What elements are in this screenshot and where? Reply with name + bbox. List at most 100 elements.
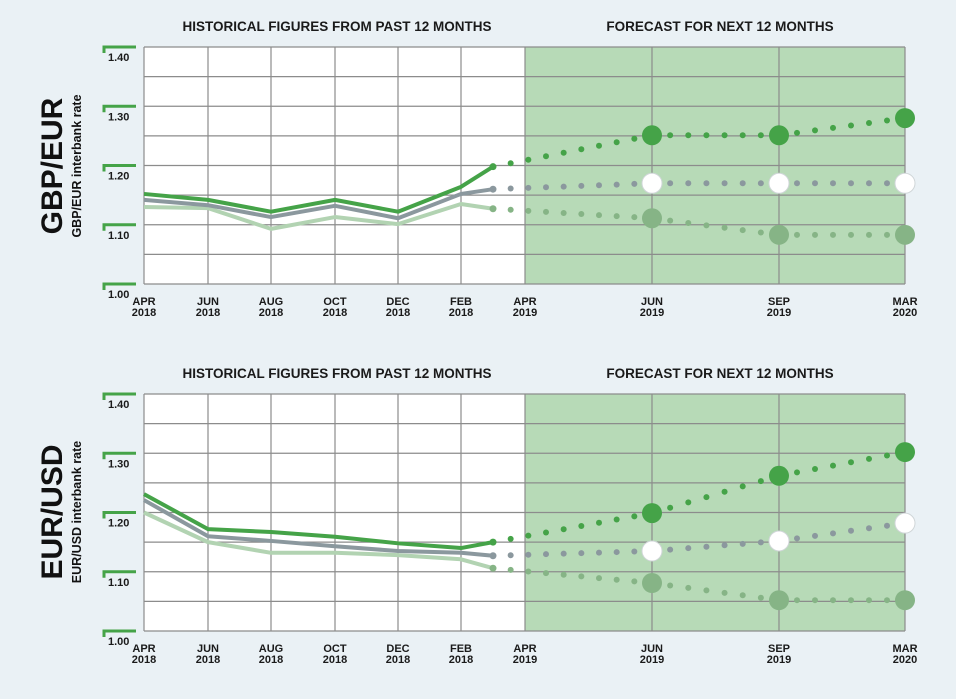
- forecast-dot-low: [703, 587, 710, 594]
- forecast-dot-mid: [721, 542, 728, 549]
- forecast-dot-low: [884, 231, 890, 238]
- forecast-dot-mid: [543, 551, 549, 558]
- y-tick-label: 1.30: [108, 458, 129, 470]
- x-tick-label-month: OCT: [323, 643, 347, 655]
- forecast-dot-low: [613, 576, 620, 583]
- forecast-dot-mid: [757, 539, 764, 546]
- y-tick-label: 1.40: [108, 52, 129, 64]
- forecast-dot-mid: [703, 543, 710, 550]
- forecast-dot-high: [613, 139, 620, 146]
- forecast-dot-low: [848, 597, 854, 604]
- historical-line-high: [143, 164, 495, 214]
- forecast-marker-mid: [768, 172, 790, 194]
- forecast-dot-high: [507, 535, 514, 542]
- x-tick-label-year: 2018: [323, 307, 347, 319]
- y-tick-label: 1.00: [108, 636, 129, 648]
- x-tick-label-year: 2019: [640, 307, 664, 319]
- forecast-dot-mid: [739, 180, 746, 187]
- forecast-dot-high: [543, 529, 549, 536]
- forecast-dot-high: [667, 132, 674, 139]
- forecast-dot-low: [812, 231, 818, 238]
- x-tick-label-month: JUN: [197, 296, 219, 308]
- eur-usd-chart: HISTORICAL FIGURES FROM PAST 12 MONTHS F…: [36, 366, 918, 666]
- historical-line-low: [143, 510, 494, 571]
- forecast-dot-low: [578, 211, 585, 218]
- forecast-dot-high: [848, 459, 854, 466]
- forecast-dot-low: [596, 575, 602, 582]
- forecast-dot-high: [596, 519, 602, 526]
- y-tick-accent: [102, 282, 136, 290]
- forecast-marker-mid: [894, 512, 916, 534]
- historical-line-mid: [143, 498, 494, 558]
- x-tick-label-month: SEP: [768, 296, 790, 308]
- forecast-dot-low: [685, 219, 692, 226]
- x-tick-label-month: JUN: [641, 643, 663, 655]
- y-tick-accent: [102, 104, 136, 113]
- forecast-dot-low: [667, 217, 674, 224]
- y-tick-label: 1.20: [108, 518, 129, 530]
- forecast-dot-low: [685, 584, 692, 591]
- forecast-dot-low: [507, 566, 514, 573]
- forecast-dot-low: [830, 231, 836, 238]
- historical-end-point-low: [489, 205, 497, 213]
- x-tick-label-month: OCT: [323, 296, 347, 308]
- y-tick-label: 1.40: [108, 399, 129, 411]
- forecast-dot-mid: [848, 180, 854, 187]
- forecast-marker-low: [895, 590, 915, 611]
- forecast-dot-high: [685, 132, 692, 139]
- forecast-dot-high: [667, 504, 674, 511]
- forecast-dot-high: [848, 122, 854, 129]
- forecast-marker-high: [769, 125, 789, 146]
- forecast-dot-mid: [560, 550, 567, 557]
- x-tick-label-month: MAR: [892, 643, 917, 655]
- forecast-dot-low: [794, 597, 800, 604]
- x-tick-label-month: APR: [513, 296, 536, 308]
- forecast-dot-high: [560, 149, 567, 156]
- forecast-dot-high: [721, 132, 728, 139]
- forecast-dot-low: [848, 231, 854, 238]
- x-tick-label-year: 2018: [449, 307, 473, 319]
- forecast-dot-mid: [631, 180, 638, 187]
- forecast-dot-low: [739, 592, 746, 599]
- forecast-marker-high: [642, 125, 662, 146]
- forecast-dot-high: [703, 132, 710, 139]
- x-tick-label-month: AUG: [259, 643, 283, 655]
- gbp-eur-chart: HISTORICAL FIGURES FROM PAST 12 MONTHS F…: [36, 19, 918, 319]
- forecast-dot-high: [830, 124, 836, 131]
- forecast-dot-low: [794, 231, 800, 238]
- forecast-dot-low: [525, 568, 532, 575]
- y-tick-label: 1.00: [108, 289, 129, 301]
- forecast-section-title: FORECAST FOR NEXT 12 MONTHS: [606, 19, 833, 34]
- forecast-dot-low: [812, 597, 818, 604]
- forecast-marker-low: [642, 208, 662, 229]
- x-tick-label-month: JUN: [641, 296, 663, 308]
- forecast-marker-mid: [768, 530, 790, 552]
- forecast-dot-low: [884, 597, 890, 604]
- x-tick-label-month: FEB: [450, 643, 472, 655]
- forecast-dot-mid: [507, 552, 514, 559]
- y-tick-label: 1.10: [108, 230, 129, 242]
- x-tick-label-year: 2018: [259, 307, 283, 319]
- forecast-dot-mid: [596, 182, 602, 189]
- x-tick-label-month: DEC: [386, 296, 409, 308]
- forecast-marker-mid: [641, 540, 663, 562]
- historical-end-point-mid: [489, 552, 497, 560]
- x-tick-label-year: 2018: [196, 307, 220, 319]
- y-tick-accent: [102, 629, 136, 637]
- x-tick-label-year: 2018: [132, 307, 156, 319]
- forecast-section-title: FORECAST FOR NEXT 12 MONTHS: [606, 366, 833, 381]
- forecast-dot-mid: [794, 535, 800, 542]
- forecast-dot-mid: [884, 180, 890, 187]
- forecast-dot-low: [560, 209, 567, 216]
- forecast-dot-mid: [613, 549, 620, 556]
- historical-end-point-low: [489, 564, 497, 572]
- y-tick-accent: [102, 392, 136, 400]
- forecast-dot-low: [721, 589, 728, 596]
- forecast-dot-high: [578, 522, 585, 529]
- forecast-dot-mid: [560, 183, 567, 190]
- forecast-dot-mid: [613, 181, 620, 188]
- forecast-dot-low: [631, 214, 638, 221]
- forecast-marker-low: [895, 224, 915, 245]
- x-tick-label-month: AUG: [259, 296, 283, 308]
- forecast-dot-mid: [507, 185, 514, 192]
